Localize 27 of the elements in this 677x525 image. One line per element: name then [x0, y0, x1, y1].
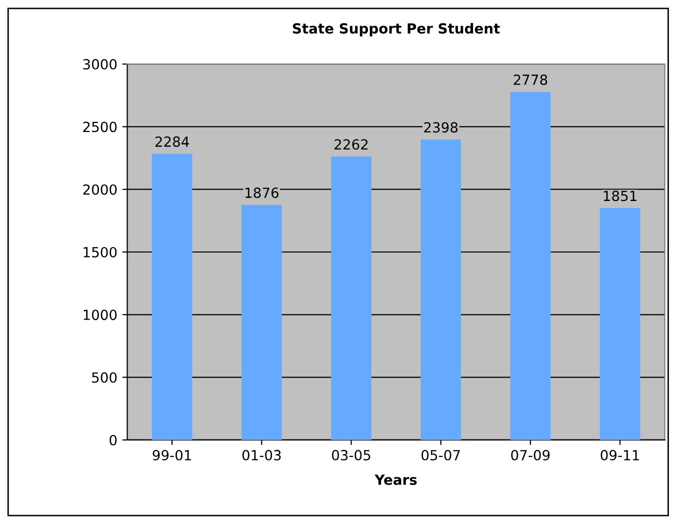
- y-tick-label: 1000: [84, 310, 117, 320]
- y-tick-label: 500: [92, 372, 117, 383]
- y-tick-label: 2000: [83, 184, 117, 195]
- data-label: 2284: [155, 136, 189, 147]
- data-label: 2262: [334, 139, 368, 150]
- data-label: 2778: [514, 74, 548, 86]
- x-axis-title: Years: [374, 474, 417, 485]
- bar: [242, 204, 282, 440]
- bar: [331, 156, 372, 440]
- bar: [420, 139, 461, 440]
- x-tick-label: 09-11: [600, 450, 639, 460]
- y-tick-label: 2500: [83, 122, 117, 132]
- bar: [510, 92, 551, 440]
- x-tick-label: 07-09: [511, 450, 550, 460]
- x-tick-label: 01-03: [242, 450, 281, 460]
- x-tick-label: 05-07: [422, 450, 460, 460]
- data-label: 1876: [246, 188, 278, 198]
- y-tick-label: 3000: [83, 59, 117, 70]
- x-tick-label: 03-05: [332, 450, 370, 460]
- data-label: 1851: [604, 190, 636, 202]
- y-tick-label: 0: [110, 434, 117, 446]
- data-label: 2398: [424, 122, 458, 133]
- chart-title: State Support Per Student: [292, 22, 500, 36]
- bar: [600, 208, 640, 440]
- y-tick-label: 1500: [84, 246, 117, 258]
- x-tick-label: 99-01: [152, 450, 191, 460]
- bar: [152, 154, 192, 440]
